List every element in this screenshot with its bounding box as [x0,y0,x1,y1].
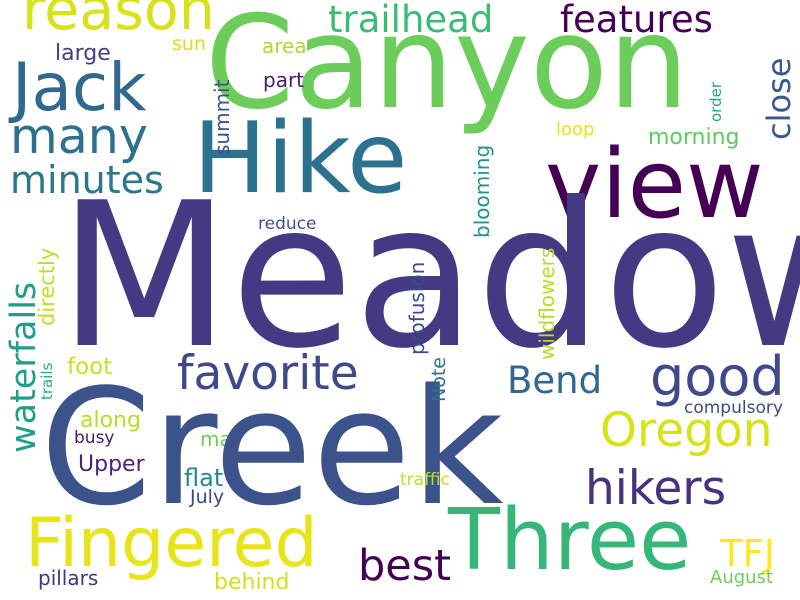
word-features: features [560,0,713,41]
word-trails: trails [38,362,56,400]
word-flat: flat [184,464,224,492]
word-morning: morning [648,125,740,150]
word-tfj: TFJ [720,532,775,575]
word-july: July [190,486,225,508]
word-meadow: Meadow [58,160,800,393]
word-wildflowers: wildflowers [535,247,559,360]
word-sun: sun [172,33,206,55]
word-order: order [707,82,725,122]
word-profusion: profusion [405,261,429,355]
word-jack: Jack [12,49,147,126]
word-blooming: blooming [470,144,494,238]
word-traffic: traffic [400,470,450,490]
word-along: along [80,408,141,433]
word-best: best [358,541,452,591]
word-summit: summit [210,79,234,155]
word-directly: directly [35,247,59,326]
word-note: Note [428,357,450,402]
word-reason: reason [22,0,215,43]
word-creek: Creek [40,354,504,541]
word-good: good [650,345,785,408]
word-hike: Hike [193,102,408,216]
word-pillars: pillars [38,566,99,590]
word-upper: Upper [78,452,145,477]
word-reduce: reduce [258,214,317,234]
word-behind: behind [214,570,290,595]
word-oregon: Oregon [600,403,773,458]
word-bend: Bend [507,359,603,402]
word-part: part [263,68,305,92]
word-view: view [545,130,764,240]
word-many: many [10,108,148,165]
word-compulsory: compulsory [684,398,783,418]
word-favorite: favorite [177,346,359,401]
word-trailhead: trailhead [328,0,494,41]
word-three: Three [448,491,692,590]
word-canyon: Canyon [205,0,690,138]
word-close: close [760,57,798,140]
word-august: August [710,567,773,588]
word-busy: busy [74,428,115,448]
word-minutes: minutes [10,158,164,202]
word-hikers: hikers [585,461,727,516]
word-loop: loop [556,119,595,140]
word-area: area [262,34,307,58]
word-fingered: Fingered [25,504,318,583]
word-large: large [55,41,111,66]
word-may: may [200,427,244,451]
word-foot: foot [67,354,113,380]
